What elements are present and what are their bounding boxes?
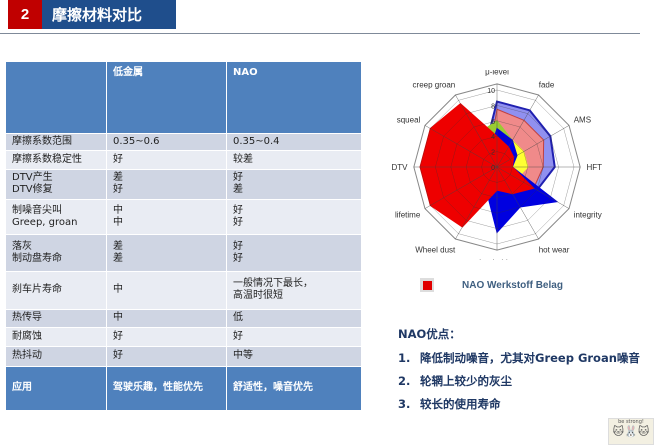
table-cell: 耐腐蚀: [5, 327, 107, 347]
axis-label: creep groan: [413, 80, 456, 89]
table-row: 低金属 NAO: [5, 62, 362, 134]
table-cell: 较差: [226, 150, 362, 170]
table-cell: 差 差: [106, 234, 227, 272]
axis-label: fade: [539, 80, 555, 89]
table-cell: 舒适性，噪音优先: [226, 366, 362, 411]
tick-label: 4: [491, 134, 495, 141]
table-cell: 好: [106, 346, 227, 367]
axis-line: [496, 94, 539, 168]
table-cell: 摩擦系数稳定性: [5, 150, 107, 170]
axis-label: DTV: [392, 163, 409, 172]
item-text: 轮辋上较少的灰尘: [420, 374, 512, 388]
table-cell: 刹车片寿命: [5, 271, 107, 310]
table-cell: 驾驶乐趣，性能优先: [106, 366, 227, 411]
table-row: 落灰 制动盘寿命差 差好 好: [5, 234, 362, 272]
item-number: 2.: [398, 374, 411, 388]
axis-label: hot wear: [539, 246, 570, 255]
axis-label: lifetime: [395, 211, 421, 220]
axis-line: [496, 166, 570, 209]
table-cell: 中 中: [106, 199, 227, 235]
table-cell: 摩擦系数范围: [5, 133, 107, 151]
table-cell: DTV产生 DTV修复: [5, 169, 107, 200]
tick-label: 0: [491, 165, 495, 172]
axis-line: [455, 94, 498, 168]
table-cell: 好: [226, 327, 362, 347]
advantages-title: NAO优点：: [398, 327, 461, 341]
table-cell: 好 差: [226, 169, 362, 200]
table-cell: 好 好: [226, 199, 362, 235]
table-cell: 低: [226, 309, 362, 328]
tick-label: 2: [491, 150, 495, 157]
section-number: 2: [8, 0, 42, 29]
table-cell: 0.35~0.4: [226, 133, 362, 151]
tick-label: 8: [491, 103, 495, 110]
cat-sticker: be strong! 🐱🐰🐱: [608, 418, 654, 445]
table-cell: 中: [106, 271, 227, 310]
table-cell: 0.35~0.6: [106, 133, 227, 151]
item-text: 较长的使用寿命: [420, 397, 501, 411]
radar-chart: μ-level fade AMS HFT integrity hot wear hot ju…: [392, 70, 603, 260]
header-divider: [0, 33, 640, 34]
legend-swatch: [420, 278, 434, 292]
table-cell: 好: [106, 327, 227, 347]
table-cell: [5, 62, 107, 134]
tick-label: 6: [491, 119, 495, 126]
page-title: 摩擦材料对比: [42, 0, 176, 29]
table-cell: 低金属: [106, 62, 227, 134]
table-row: 制噪音尖叫 Greep, groan 中 中好 好: [5, 199, 362, 235]
sticker-text: be strong!: [618, 419, 644, 425]
table-row: 摩擦系数范围 0.35~0.6 0.35~0.4: [5, 133, 362, 151]
table-row: 摩擦系数稳定性好较差: [5, 150, 362, 170]
axis-line: [496, 166, 539, 240]
comparison-table: 低金属 NAO 摩擦系数范围 0.35~0.6 0.35~0.4 摩擦系数稳定性好较差 DT…: [5, 62, 362, 411]
advantage-item: 3. 较长的使用寿命: [398, 396, 501, 412]
table-cell: 落灰 制动盘寿命: [5, 234, 107, 272]
axis-label: squeal: [397, 115, 421, 124]
table-cell: 差 好: [106, 169, 227, 200]
legend-label: NAO Werkstoff Belag: [462, 280, 563, 291]
axis-label: HFT: [586, 163, 602, 172]
table-cell: 制噪音尖叫 Greep, groan: [5, 199, 107, 235]
axis-label: integrity: [574, 211, 602, 220]
table-row: DTV产生 DTV修复差 好好 差: [5, 169, 362, 200]
axis-line: [496, 125, 570, 168]
table-cell: 好 好: [226, 234, 362, 272]
table-cell: 一般情况下最长， 高温时很短: [226, 271, 362, 310]
item-number: 3.: [398, 397, 411, 411]
table-row: 应用 驾驶乐趣，性能优先 舒适性，噪音优先: [5, 366, 362, 411]
axis-label: AMS: [574, 115, 591, 124]
table-row: 耐腐蚀好好: [5, 327, 362, 347]
axis-label: hot judder: [479, 258, 515, 260]
table-cell: 中等: [226, 346, 362, 367]
axis-line: [424, 166, 498, 209]
tick-label: 10: [487, 88, 495, 95]
table-cell: 热传导: [5, 309, 107, 328]
table-cell: 中: [106, 309, 227, 328]
table-row: 刹车片寿命中一般情况下最长， 高温时很短: [5, 271, 362, 310]
axis-line: [424, 125, 498, 168]
advantage-item: 2. 轮辋上较少的灰尘: [398, 373, 512, 389]
table-cell: 应用: [5, 366, 107, 411]
table-cell: 好: [106, 150, 227, 170]
table-row: 热抖动好中等: [5, 346, 362, 367]
axis-label: Wheel dust: [415, 246, 456, 255]
table-row: 热传导中低: [5, 309, 362, 328]
table-cell: NAO: [226, 62, 362, 134]
item-number: 1.: [398, 351, 411, 365]
axis-label: μ-level: [485, 70, 509, 77]
item-text: 降低制动噪音，尤其对Greep Groan噪音: [420, 351, 640, 365]
advantage-item: 1. 降低制动噪音，尤其对Greep Groan噪音: [398, 350, 640, 366]
axis-line: [455, 166, 498, 240]
table-cell: 热抖动: [5, 346, 107, 367]
